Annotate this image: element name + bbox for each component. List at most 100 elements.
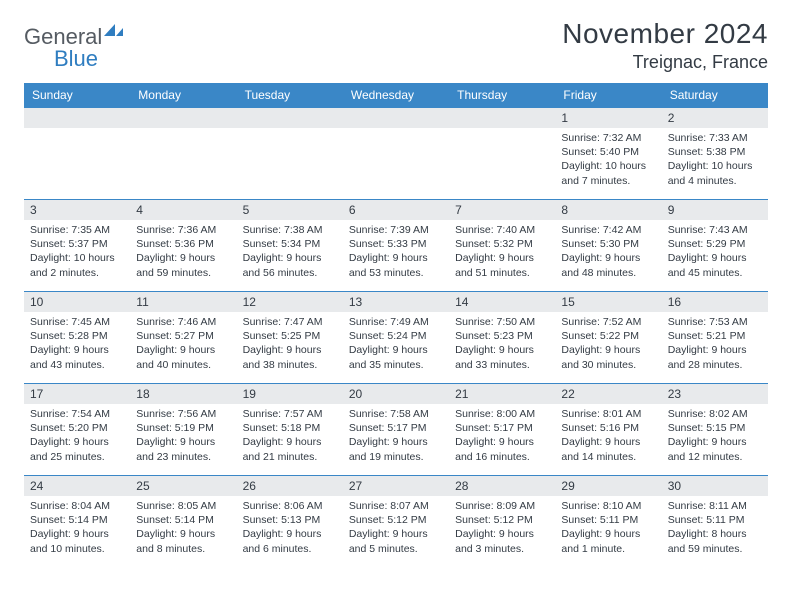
day-cell: 14Sunrise: 7:50 AMSunset: 5:23 PMDayligh… [449,292,555,384]
day-cell [24,108,130,200]
day-number: 22 [555,384,661,404]
brand-text-2: Blue [54,46,124,72]
weekday-header: Sunday [24,83,130,108]
day-details: Sunrise: 7:42 AMSunset: 5:30 PMDaylight:… [555,220,661,286]
sunset-text: Sunset: 5:15 PM [668,421,762,435]
sunset-text: Sunset: 5:12 PM [349,513,443,527]
daylight-text: and 59 minutes. [136,266,230,280]
sunrise-text: Sunrise: 8:05 AM [136,499,230,513]
sunrise-text: Sunrise: 7:47 AM [243,315,337,329]
daylight-text: and 23 minutes. [136,450,230,464]
sunrise-text: Sunrise: 7:58 AM [349,407,443,421]
daylight-text: and 51 minutes. [455,266,549,280]
sunset-text: Sunset: 5:19 PM [136,421,230,435]
sunset-text: Sunset: 5:32 PM [455,237,549,251]
day-number: 29 [555,476,661,496]
day-details: Sunrise: 8:06 AMSunset: 5:13 PMDaylight:… [237,496,343,562]
empty-day-bar [449,108,555,128]
daylight-text: Daylight: 9 hours [561,435,655,449]
day-number: 2 [662,108,768,128]
daylight-text: Daylight: 9 hours [243,527,337,541]
daylight-text: and 2 minutes. [30,266,124,280]
day-cell: 12Sunrise: 7:47 AMSunset: 5:25 PMDayligh… [237,292,343,384]
day-cell: 29Sunrise: 8:10 AMSunset: 5:11 PMDayligh… [555,476,661,568]
day-number: 15 [555,292,661,312]
sunrise-text: Sunrise: 7:54 AM [30,407,124,421]
day-cell: 19Sunrise: 7:57 AMSunset: 5:18 PMDayligh… [237,384,343,476]
sunrise-text: Sunrise: 7:39 AM [349,223,443,237]
empty-day-bar [24,108,130,128]
day-number: 1 [555,108,661,128]
sunrise-text: Sunrise: 8:00 AM [455,407,549,421]
day-details: Sunrise: 7:46 AMSunset: 5:27 PMDaylight:… [130,312,236,378]
sunset-text: Sunset: 5:20 PM [30,421,124,435]
day-details: Sunrise: 7:43 AMSunset: 5:29 PMDaylight:… [662,220,768,286]
daylight-text: Daylight: 9 hours [561,251,655,265]
day-cell: 8Sunrise: 7:42 AMSunset: 5:30 PMDaylight… [555,200,661,292]
daylight-text: and 8 minutes. [136,542,230,556]
day-number: 4 [130,200,236,220]
daylight-text: and 12 minutes. [668,450,762,464]
daylight-text: Daylight: 9 hours [243,343,337,357]
sunrise-text: Sunrise: 7:43 AM [668,223,762,237]
day-details: Sunrise: 7:36 AMSunset: 5:36 PMDaylight:… [130,220,236,286]
day-number: 24 [24,476,130,496]
sunset-text: Sunset: 5:17 PM [455,421,549,435]
sunrise-text: Sunrise: 7:45 AM [30,315,124,329]
daylight-text: and 33 minutes. [455,358,549,372]
day-cell: 3Sunrise: 7:35 AMSunset: 5:37 PMDaylight… [24,200,130,292]
sunset-text: Sunset: 5:27 PM [136,329,230,343]
daylight-text: Daylight: 9 hours [349,251,443,265]
day-cell: 15 Sunrise: 7:52 AMSunset: 5:22 PMDayligh… [555,292,661,384]
sunset-text: Sunset: 5:33 PM [349,237,443,251]
daylight-text: Daylight: 8 hours [668,527,762,541]
day-number: 5 [237,200,343,220]
day-number: 11 [130,292,236,312]
day-details: Sunrise: 7:58 AMSunset: 5:17 PMDaylight:… [343,404,449,470]
sunrise-text: Sunrise: 7:56 AM [136,407,230,421]
sunrise-text: Sunrise: 7:49 AM [349,315,443,329]
day-details: Sunrise: 8:09 AMSunset: 5:12 PMDaylight:… [449,496,555,562]
daylight-text: and 3 minutes. [455,542,549,556]
daylight-text: Daylight: 9 hours [349,527,443,541]
daylight-text: and 21 minutes. [243,450,337,464]
empty-day-bar [237,108,343,128]
day-details: Sunrise: 7:35 AMSunset: 5:37 PMDaylight:… [24,220,130,286]
daylight-text: Daylight: 9 hours [455,435,549,449]
sunrise-text: Sunrise: 7:52 AM [561,315,655,329]
day-cell: 7Sunrise: 7:40 AMSunset: 5:32 PMDaylight… [449,200,555,292]
day-number: 19 [237,384,343,404]
weekday-header: Wednesday [343,83,449,108]
day-cell: 11Sunrise: 7:46 AMSunset: 5:27 PMDayligh… [130,292,236,384]
sunrise-text: Sunrise: 8:10 AM [561,499,655,513]
day-number: 3 [24,200,130,220]
day-details: Sunrise: 7:33 AMSunset: 5:38 PMDaylight:… [662,128,768,194]
day-details: Sunrise: 8:02 AMSunset: 5:15 PMDaylight:… [662,404,768,470]
daylight-text: Daylight: 9 hours [561,343,655,357]
daylight-text: and 14 minutes. [561,450,655,464]
day-number: 26 [237,476,343,496]
day-details: Sunrise: 7:57 AMSunset: 5:18 PMDaylight:… [237,404,343,470]
day-cell: 9Sunrise: 7:43 AMSunset: 5:29 PMDaylight… [662,200,768,292]
day-cell: 20Sunrise: 7:58 AMSunset: 5:17 PMDayligh… [343,384,449,476]
day-number: 9 [662,200,768,220]
brand-logo: GeneralBlue [24,18,124,72]
daylight-text: Daylight: 9 hours [243,251,337,265]
day-number: 28 [449,476,555,496]
day-details: Sunrise: 7:40 AMSunset: 5:32 PMDaylight:… [449,220,555,286]
daylight-text: Daylight: 10 hours [668,159,762,173]
daylight-text: and 1 minute. [561,542,655,556]
daylight-text: Daylight: 9 hours [455,343,549,357]
daylight-text: Daylight: 9 hours [136,251,230,265]
sunset-text: Sunset: 5:13 PM [243,513,337,527]
week-row: 3Sunrise: 7:35 AMSunset: 5:37 PMDaylight… [24,200,768,292]
sunset-text: Sunset: 5:22 PM [561,329,655,343]
day-details: Sunrise: 8:00 AMSunset: 5:17 PMDaylight:… [449,404,555,470]
daylight-text: and 30 minutes. [561,358,655,372]
empty-day-bar [343,108,449,128]
sunset-text: Sunset: 5:12 PM [455,513,549,527]
daylight-text: and 45 minutes. [668,266,762,280]
day-cell: 25Sunrise: 8:05 AMSunset: 5:14 PMDayligh… [130,476,236,568]
weekday-header-row: Sunday Monday Tuesday Wednesday Thursday… [24,83,768,108]
day-cell: 1Sunrise: 7:32 AMSunset: 5:40 PMDaylight… [555,108,661,200]
